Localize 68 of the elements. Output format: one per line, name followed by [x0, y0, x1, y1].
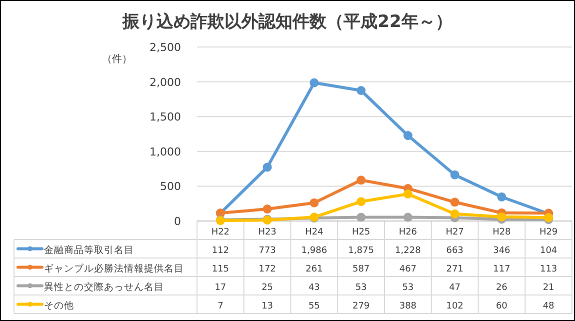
data-label: 388	[399, 301, 417, 312]
data-label: 112	[212, 246, 230, 256]
legend-label: ギャンブル必勝法情報提供名目	[44, 262, 184, 274]
data-label: 115	[212, 264, 230, 274]
y-tick-label: 2,000	[150, 76, 181, 89]
point	[450, 170, 460, 180]
data-label: 117	[493, 264, 510, 274]
legend-label: 金融商品等取引名目	[44, 244, 134, 256]
x-tick-label: H24	[305, 227, 324, 238]
data-label: 346	[493, 246, 511, 256]
y-tick-label: 2,500	[150, 41, 181, 54]
point	[356, 176, 366, 185]
legend-label: その他	[44, 299, 74, 312]
x-tick-label: H29	[539, 227, 558, 238]
data-label: 7	[218, 301, 224, 312]
point	[497, 212, 506, 222]
x-tick-label: H28	[492, 227, 512, 238]
data-label: 43	[308, 282, 320, 293]
data-label: 1,228	[395, 246, 422, 256]
data-label: 48	[542, 301, 555, 312]
data-label: 1,875	[348, 246, 374, 256]
data-label: 279	[352, 301, 370, 312]
point	[403, 189, 412, 198]
point	[310, 198, 319, 208]
data-label: 21	[542, 282, 554, 293]
legend-label: 異性との交際あっせん名目	[44, 280, 164, 293]
data-label: 587	[352, 264, 370, 274]
data-label: 47	[449, 282, 461, 293]
data-label: 271	[446, 264, 464, 274]
point	[262, 204, 272, 214]
point	[310, 78, 319, 88]
data-label: 26	[496, 282, 508, 293]
point	[403, 131, 412, 140]
point	[356, 197, 366, 206]
y-tick-label: 500	[160, 180, 181, 194]
data-label: 55	[308, 301, 320, 312]
x-tick-label: H22	[211, 227, 230, 238]
data-label: 13	[262, 301, 274, 312]
data-label: 17	[214, 282, 226, 293]
point	[356, 212, 366, 222]
data-label: 104	[540, 246, 558, 256]
data-label: 25	[262, 282, 274, 293]
x-tick-label: H23	[258, 227, 276, 238]
data-label: 663	[446, 246, 464, 256]
data-label: 60	[496, 301, 508, 312]
y-tick-label: 1,500	[150, 110, 181, 124]
data-label: 1,986	[301, 246, 328, 256]
y-axis-title: （件）	[102, 54, 132, 65]
point	[450, 209, 460, 218]
data-label: 172	[258, 264, 276, 274]
y-tick-label: 0	[174, 215, 181, 228]
data-label: 53	[402, 282, 414, 293]
data-label: 261	[306, 264, 323, 274]
point	[262, 162, 272, 172]
data-label: 53	[355, 282, 367, 293]
data-label: 773	[258, 246, 276, 256]
chart-title: 振り込め詐欺以外認知件数（平成22年～）	[122, 12, 452, 32]
data-label: 113	[540, 264, 558, 274]
point	[497, 192, 506, 202]
y-tick-label: 1,000	[150, 145, 181, 158]
data-label: 102	[446, 301, 464, 312]
x-tick-label: H26	[398, 227, 418, 238]
point	[356, 86, 366, 95]
data-label: 467	[399, 264, 417, 274]
point	[403, 212, 412, 222]
point	[450, 198, 460, 207]
x-tick-label: H27	[446, 227, 464, 238]
x-tick-label: H25	[352, 227, 370, 238]
